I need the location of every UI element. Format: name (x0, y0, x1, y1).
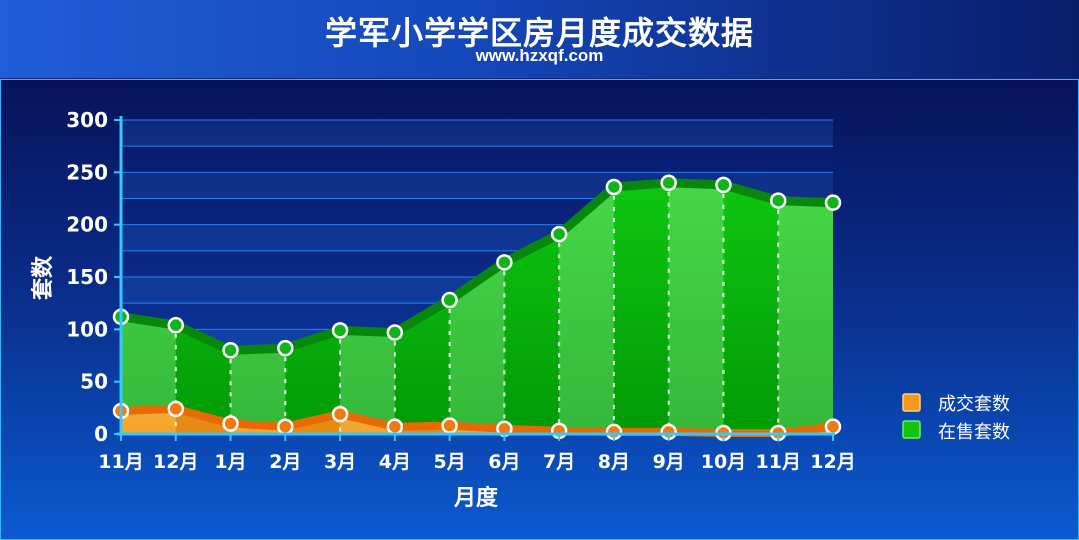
point-成交-1 (167, 400, 185, 418)
point-在售-5 (386, 324, 404, 341)
legend-label-在售: 在售套数 (938, 422, 1010, 443)
y-axis-label: 套数 (30, 255, 56, 300)
x-tick-label: 12月 (153, 451, 198, 473)
point-在售-7 (496, 254, 513, 271)
y-tick-label: 50 (80, 370, 108, 394)
y-tick-label: 250 (66, 160, 108, 184)
point-成交-4 (331, 405, 349, 423)
point-在售-3 (277, 339, 294, 357)
x-tick-label: 12月 (810, 451, 855, 473)
legend-label-成交: 成交套数 (938, 394, 1010, 415)
x-tick-label: 2月 (269, 451, 301, 473)
x-tick-label: 3月 (324, 451, 356, 473)
x-axis-label: 月度 (453, 485, 499, 511)
point-成交-13 (824, 418, 842, 435)
point-成交-3 (277, 418, 294, 435)
point-在售-8 (550, 225, 568, 243)
x-tick-label: 11月 (98, 451, 143, 473)
x-tick-label: 9月 (653, 451, 685, 473)
point-在售-10 (660, 174, 677, 192)
y-tick-labels: 0 50 100 150 200 250 300 (66, 108, 108, 446)
x-tick-label: 7月 (543, 451, 575, 473)
grid-band (121, 120, 833, 147)
area-segment (778, 182, 833, 434)
point-成交-2 (222, 415, 239, 432)
area-segment (668, 182, 724, 434)
x-tick-label: 8月 (598, 451, 630, 473)
header-banner: 学军小学学区房月度成交数据 www.hzxqf.com (0, 0, 1079, 78)
area-segment (613, 182, 670, 434)
y-tick-label: 300 (66, 108, 108, 132)
x-tick-labels: 11月 12月 1月 2月 3月 4月 5月 6月 7月 8月 9月 10月 11月 12月 (98, 451, 855, 473)
grid-band (121, 146, 833, 173)
y-tick-label: 100 (66, 317, 108, 341)
point-在售-12 (769, 192, 787, 209)
point-成交-5 (386, 418, 404, 435)
point-在售-2 (222, 342, 239, 359)
legend-swatch-在售 (902, 420, 921, 439)
x-tick-label: 10月 (701, 451, 746, 473)
chart-title: 学军小学学区房月度成交数据 (324, 14, 754, 52)
y-tick-label: 150 (66, 265, 108, 289)
area-segment (723, 182, 779, 434)
point-在售-13 (824, 194, 842, 211)
point-在售-1 (167, 316, 185, 334)
x-tick-label: 6月 (488, 451, 520, 473)
point-成交-6 (441, 417, 458, 434)
axes (114, 116, 835, 441)
point-在售-9 (605, 178, 623, 196)
legend: 成交套数 在售套数 (902, 393, 1010, 443)
chart-subtitle: www.hzxqf.com (475, 46, 604, 65)
x-tick-label: 5月 (433, 451, 465, 473)
point-在售-11 (715, 176, 732, 194)
series-line-在售套数 (116, 178, 838, 355)
x-tick-label: 1月 (214, 451, 246, 473)
point-在售-6 (441, 291, 458, 309)
y-tick-label: 200 (66, 213, 108, 237)
legend-swatch-成交 (902, 393, 921, 412)
x-tick-label: 4月 (379, 451, 411, 473)
y-tick-label: 0 (94, 422, 108, 446)
x-tick-label: 11月 (756, 451, 801, 473)
point-在售-4 (331, 322, 349, 339)
